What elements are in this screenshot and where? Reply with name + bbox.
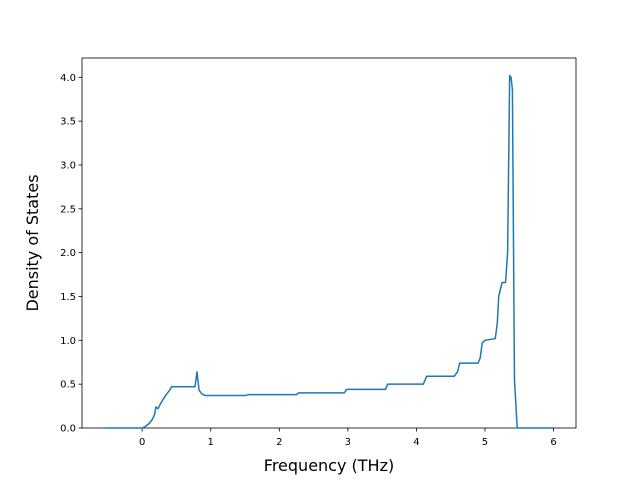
- x-tick-label: 5: [482, 437, 488, 448]
- y-tick-label: 1.0: [60, 336, 76, 347]
- y-tick-label: 3.5: [60, 117, 76, 128]
- plot-frame: [81, 57, 577, 429]
- x-tick-label: 6: [550, 437, 556, 448]
- x-tick-label: 2: [276, 437, 282, 448]
- y-tick-label: 4.0: [60, 73, 76, 84]
- y-tick-label: 2.5: [60, 204, 76, 215]
- x-axis-label: Frequency (THz): [264, 456, 394, 475]
- y-tick-label: 0.5: [60, 380, 76, 391]
- y-tick-label: 3.0: [60, 160, 76, 171]
- x-tick-label: 1: [208, 437, 214, 448]
- line-series: [104, 74, 554, 429]
- y-tick-label: 0.0: [60, 424, 76, 435]
- y-axis-label: Density of States: [23, 174, 42, 311]
- x-tick-label: 3: [345, 437, 351, 448]
- x-tick-label: 0: [139, 437, 145, 448]
- y-tick-label: 1.5: [60, 292, 76, 303]
- y-tick-label: 2.0: [60, 248, 76, 259]
- x-tick-label: 4: [413, 437, 419, 448]
